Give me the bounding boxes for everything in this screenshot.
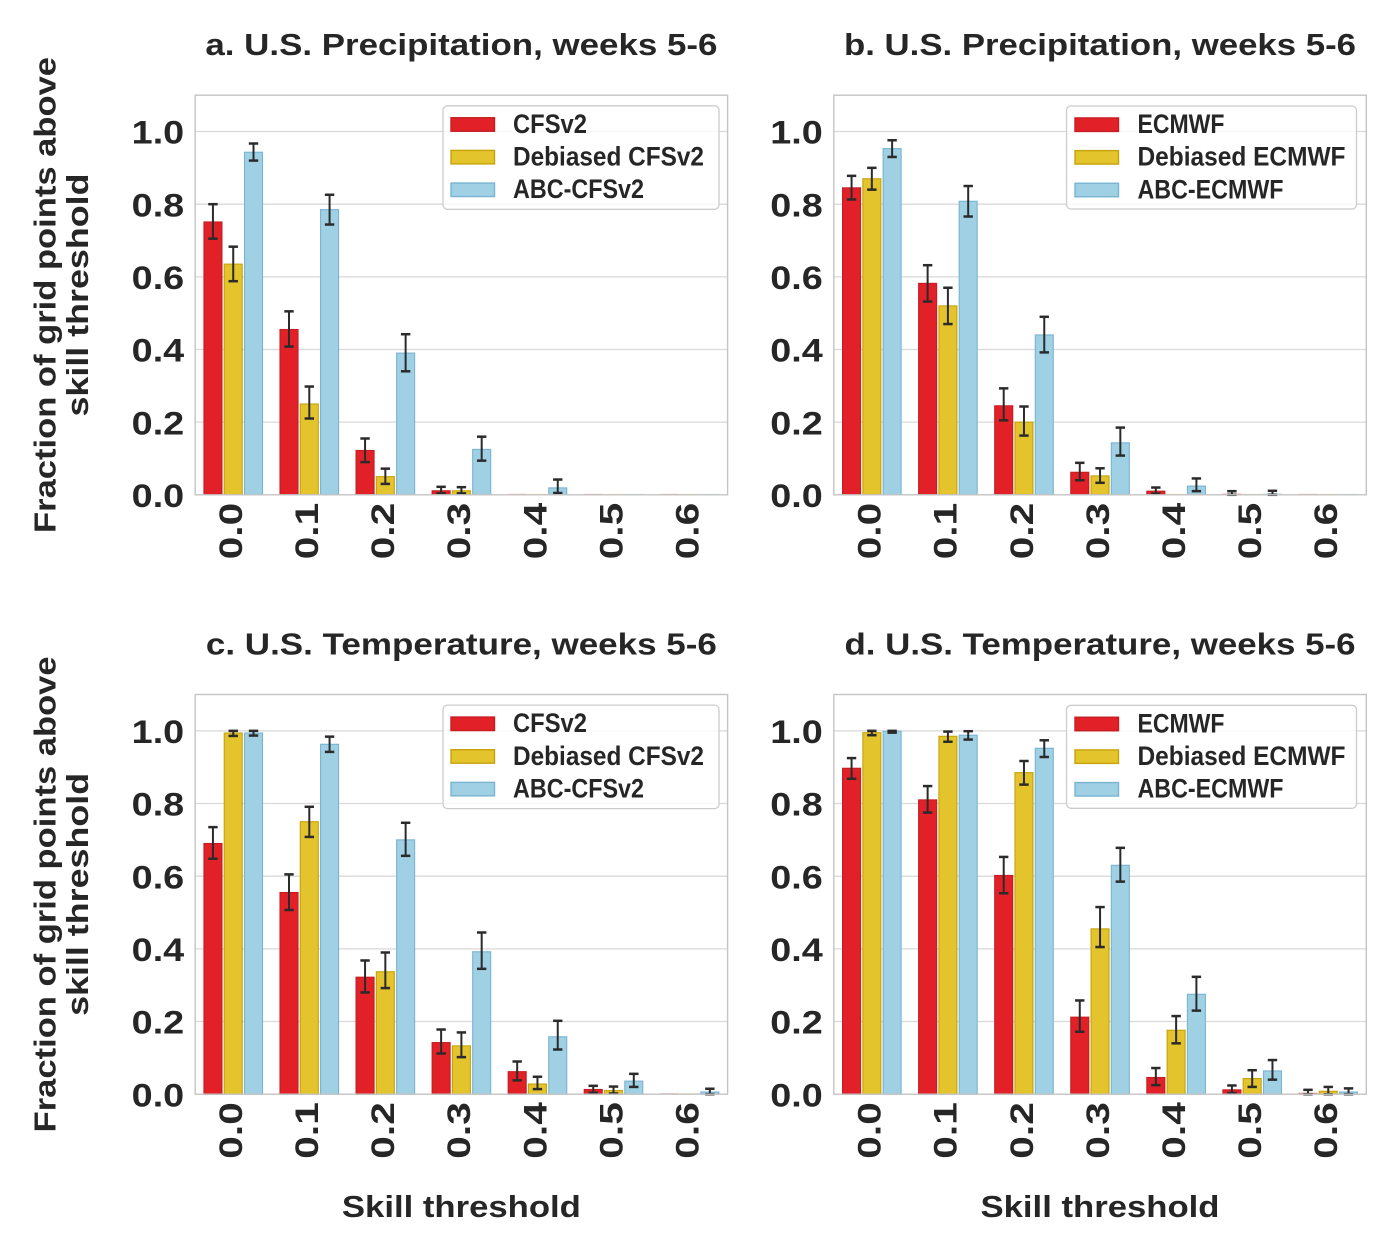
svg-text:0.6: 0.6 xyxy=(132,260,185,296)
svg-text:0.0: 0.0 xyxy=(852,503,888,560)
svg-text:0.8: 0.8 xyxy=(132,787,185,823)
svg-text:0.2: 0.2 xyxy=(770,1005,823,1041)
svg-text:0.0: 0.0 xyxy=(213,503,249,560)
svg-text:0.6: 0.6 xyxy=(770,859,823,895)
svg-text:d. U.S. Temperature, weeks 5-6: d. U.S. Temperature, weeks 5-6 xyxy=(845,627,1356,662)
svg-text:ECMWF: ECMWF xyxy=(1138,708,1225,738)
svg-text:0.0: 0.0 xyxy=(132,478,185,514)
svg-text:CFSv2: CFSv2 xyxy=(513,109,587,139)
svg-text:skill threshold: skill threshold xyxy=(60,773,95,1016)
svg-text:0.2: 0.2 xyxy=(365,1102,401,1159)
svg-text:1.0: 1.0 xyxy=(770,714,823,750)
svg-text:0.2: 0.2 xyxy=(132,1005,185,1041)
svg-text:0.2: 0.2 xyxy=(1004,503,1040,560)
svg-text:0.6: 0.6 xyxy=(1308,1102,1344,1159)
svg-text:ECMWF: ECMWF xyxy=(1138,109,1225,139)
svg-text:0.3: 0.3 xyxy=(1080,1102,1116,1159)
svg-text:0.2: 0.2 xyxy=(365,503,401,560)
svg-text:0.0: 0.0 xyxy=(770,1077,823,1113)
svg-text:0.5: 0.5 xyxy=(1232,1102,1268,1159)
svg-text:0.0: 0.0 xyxy=(852,1102,888,1159)
svg-text:0.1: 0.1 xyxy=(289,1102,325,1159)
svg-text:0.1: 0.1 xyxy=(928,1102,964,1159)
svg-text:0.8: 0.8 xyxy=(770,187,823,223)
svg-text:0.8: 0.8 xyxy=(132,187,185,223)
svg-text:0.6: 0.6 xyxy=(132,859,185,895)
svg-text:0.4: 0.4 xyxy=(517,503,553,560)
svg-text:ABC-CFSv2: ABC-CFSv2 xyxy=(513,174,644,204)
svg-text:Debiased ECMWF: Debiased ECMWF xyxy=(1138,741,1346,771)
svg-text:Debiased CFSv2: Debiased CFSv2 xyxy=(513,141,704,171)
svg-text:0.6: 0.6 xyxy=(770,260,823,296)
svg-text:0.0: 0.0 xyxy=(132,1077,185,1113)
svg-text:0.0: 0.0 xyxy=(770,478,823,514)
svg-text:0.6: 0.6 xyxy=(669,503,705,560)
svg-text:Skill threshold: Skill threshold xyxy=(342,1189,581,1224)
svg-text:b. U.S. Precipitation, weeks 5: b. U.S. Precipitation, weeks 5-6 xyxy=(844,27,1356,62)
svg-text:skill threshold: skill threshold xyxy=(60,174,95,417)
svg-text:1.0: 1.0 xyxy=(770,115,823,151)
svg-text:0.4: 0.4 xyxy=(1156,503,1192,560)
svg-text:c. U.S. Temperature, weeks 5-6: c. U.S. Temperature, weeks 5-6 xyxy=(206,627,717,662)
svg-text:0.0: 0.0 xyxy=(213,1102,249,1159)
svg-text:0.1: 0.1 xyxy=(928,503,964,560)
svg-text:0.2: 0.2 xyxy=(1004,1102,1040,1159)
svg-text:a. U.S. Precipitation, weeks 5: a. U.S. Precipitation, weeks 5-6 xyxy=(205,27,717,62)
svg-text:0.2: 0.2 xyxy=(770,405,823,441)
svg-text:0.2: 0.2 xyxy=(132,405,185,441)
svg-text:0.5: 0.5 xyxy=(1232,503,1268,560)
svg-text:0.3: 0.3 xyxy=(1080,503,1116,560)
svg-text:0.3: 0.3 xyxy=(441,1102,477,1159)
svg-text:Fraction of grid points above: Fraction of grid points above xyxy=(27,656,62,1132)
svg-text:ABC-ECMWF: ABC-ECMWF xyxy=(1138,174,1284,204)
svg-text:ABC-ECMWF: ABC-ECMWF xyxy=(1138,774,1284,804)
svg-text:0.6: 0.6 xyxy=(1308,503,1344,560)
svg-text:0.6: 0.6 xyxy=(669,1102,705,1159)
svg-text:1.0: 1.0 xyxy=(132,714,185,750)
svg-text:CFSv2: CFSv2 xyxy=(513,708,587,738)
svg-text:Debiased ECMWF: Debiased ECMWF xyxy=(1138,142,1346,172)
svg-text:ABC-CFSv2: ABC-CFSv2 xyxy=(513,773,644,803)
svg-text:0.3: 0.3 xyxy=(441,503,477,560)
svg-text:0.4: 0.4 xyxy=(770,333,823,369)
svg-text:Debiased CFSv2: Debiased CFSv2 xyxy=(513,741,704,771)
svg-text:0.4: 0.4 xyxy=(132,333,185,369)
svg-text:1.0: 1.0 xyxy=(132,115,185,151)
svg-text:0.5: 0.5 xyxy=(593,1102,629,1159)
svg-text:0.1: 0.1 xyxy=(289,503,325,560)
svg-text:0.4: 0.4 xyxy=(770,932,823,968)
svg-text:0.5: 0.5 xyxy=(593,503,629,560)
svg-text:0.4: 0.4 xyxy=(132,932,185,968)
svg-text:Skill threshold: Skill threshold xyxy=(981,1189,1220,1224)
svg-text:0.8: 0.8 xyxy=(770,787,823,823)
svg-text:0.4: 0.4 xyxy=(1156,1102,1192,1159)
svg-text:Fraction of grid points above: Fraction of grid points above xyxy=(27,57,62,533)
svg-text:0.4: 0.4 xyxy=(517,1102,553,1159)
